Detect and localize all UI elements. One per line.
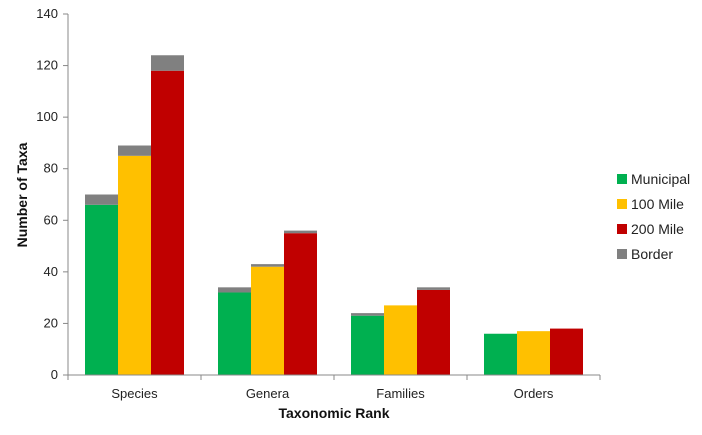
bar-100-mile	[118, 155, 151, 375]
bars-layer	[85, 55, 583, 375]
y-tick-label: 80	[44, 161, 58, 176]
y-tick-label: 40	[44, 264, 58, 279]
x-tick-label: Genera	[246, 386, 290, 401]
y-axis-ticks: 0 20 40 60 80 100 120 140	[36, 6, 68, 382]
legend-label: Municipal	[631, 171, 690, 187]
legend-label: Border	[631, 246, 673, 262]
y-tick-label: 60	[44, 212, 58, 227]
bar-municipal	[218, 292, 251, 375]
bar-municipal	[484, 333, 517, 375]
bar-100-mile	[251, 266, 284, 375]
y-tick-label: 0	[51, 367, 58, 382]
legend-swatch	[617, 249, 627, 259]
legend-swatch	[617, 224, 627, 234]
bar-200-mile	[151, 70, 184, 375]
legend: Municipal 100 Mile 200 Mile Border	[617, 171, 690, 262]
bar-200-mile	[284, 233, 317, 375]
bar-border	[151, 55, 184, 71]
bar-border	[118, 145, 151, 156]
bar-100-mile	[384, 305, 417, 375]
bar-municipal	[85, 204, 118, 375]
x-tick-label: Orders	[514, 386, 554, 401]
bar-border	[85, 194, 118, 205]
bar-100-mile	[517, 331, 550, 375]
legend-swatch	[617, 174, 627, 184]
x-axis-title: Taxonomic Rank	[279, 405, 390, 421]
y-tick-label: 20	[44, 315, 58, 330]
bar-200-mile	[550, 328, 583, 375]
bar-border	[218, 287, 251, 293]
bar-municipal	[351, 315, 384, 375]
y-axis-title: Number of Taxa	[14, 142, 30, 247]
y-tick-label: 100	[36, 109, 58, 124]
y-tick-label: 140	[36, 6, 58, 21]
x-tick-label: Species	[111, 386, 158, 401]
bar-border	[284, 230, 317, 234]
y-tick-label: 120	[36, 58, 58, 73]
bar-200-mile	[417, 289, 450, 375]
bar-border	[417, 287, 450, 290]
x-tick-label: Families	[376, 386, 425, 401]
bar-border	[251, 264, 284, 267]
x-axis-ticks: Species Genera Families Orders	[67, 375, 601, 401]
legend-swatch	[617, 199, 627, 209]
legend-label: 100 Mile	[631, 196, 684, 212]
legend-label: 200 Mile	[631, 221, 684, 237]
bar-border	[351, 313, 384, 316]
